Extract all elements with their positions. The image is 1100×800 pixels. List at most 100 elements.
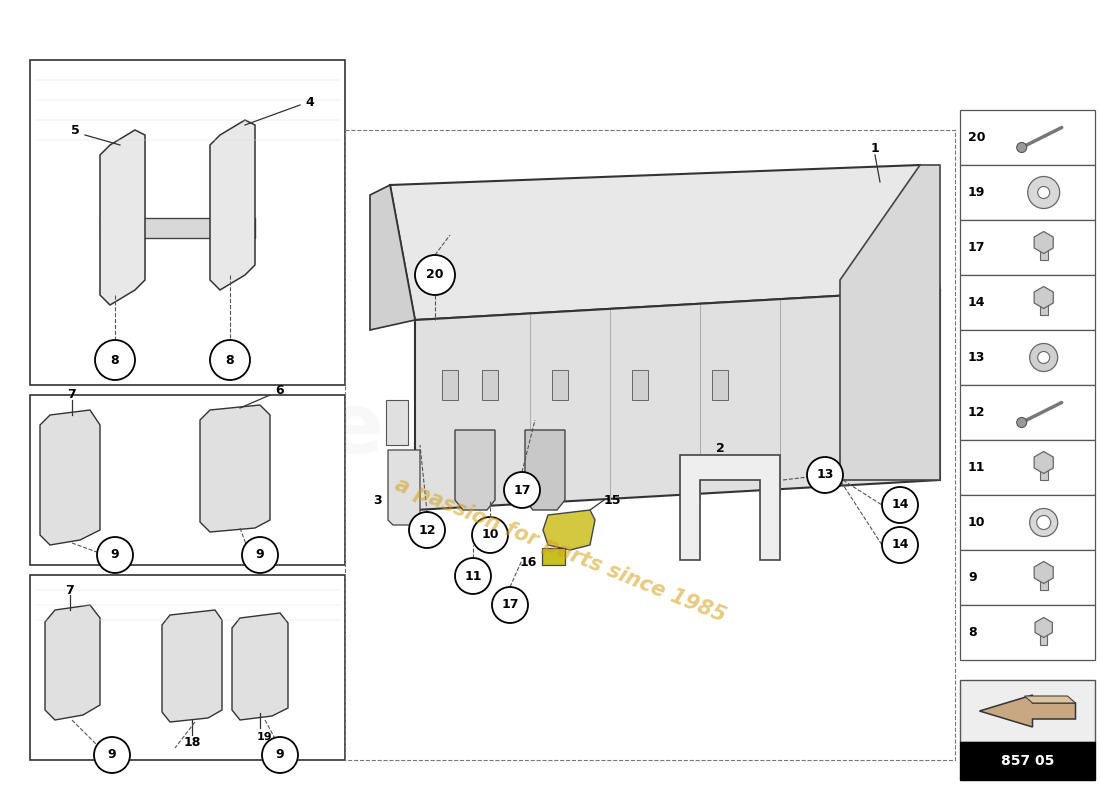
- Polygon shape: [200, 405, 270, 532]
- Bar: [960, 495, 1094, 550]
- Circle shape: [882, 527, 918, 563]
- Text: 9: 9: [108, 749, 117, 762]
- Text: 9: 9: [255, 549, 264, 562]
- Polygon shape: [525, 430, 565, 510]
- Text: 12: 12: [968, 406, 986, 419]
- Circle shape: [210, 340, 250, 380]
- Polygon shape: [386, 400, 408, 445]
- Bar: [1040, 246, 1047, 260]
- Polygon shape: [388, 450, 420, 525]
- Text: 14: 14: [891, 538, 909, 551]
- Text: 17: 17: [514, 483, 530, 497]
- Circle shape: [807, 457, 843, 493]
- Circle shape: [415, 255, 455, 295]
- Polygon shape: [162, 610, 222, 722]
- Circle shape: [94, 737, 130, 773]
- Bar: [30, 575, 345, 760]
- Polygon shape: [45, 605, 100, 720]
- Bar: [1040, 466, 1047, 480]
- Text: 13: 13: [968, 351, 986, 364]
- Circle shape: [882, 487, 918, 523]
- Text: 13: 13: [816, 469, 834, 482]
- Text: 2: 2: [716, 442, 725, 454]
- Text: 20: 20: [968, 131, 986, 144]
- Text: 1: 1: [870, 142, 879, 154]
- Text: 9: 9: [111, 549, 119, 562]
- Polygon shape: [232, 613, 288, 720]
- Bar: [960, 330, 1094, 385]
- Polygon shape: [40, 410, 100, 545]
- Circle shape: [1030, 509, 1058, 537]
- Text: 8: 8: [968, 626, 977, 639]
- Text: 7: 7: [66, 583, 75, 597]
- Text: 14: 14: [968, 296, 986, 309]
- Text: 17: 17: [502, 598, 519, 611]
- Polygon shape: [542, 548, 565, 565]
- Text: 10: 10: [482, 529, 498, 542]
- Polygon shape: [1034, 451, 1053, 474]
- Polygon shape: [100, 130, 145, 305]
- Circle shape: [472, 517, 508, 553]
- Circle shape: [1037, 186, 1049, 198]
- Text: a passion for parts since 1985: a passion for parts since 1985: [392, 474, 728, 626]
- Polygon shape: [210, 120, 255, 290]
- Bar: [1040, 576, 1047, 590]
- Polygon shape: [840, 165, 940, 480]
- Text: 5: 5: [70, 123, 79, 137]
- Bar: [960, 165, 1094, 220]
- Text: 6: 6: [276, 383, 284, 397]
- Circle shape: [455, 558, 491, 594]
- Bar: [960, 110, 1094, 165]
- Polygon shape: [370, 185, 415, 330]
- Text: 19: 19: [257, 732, 273, 742]
- Circle shape: [1036, 515, 1050, 530]
- Bar: [960, 605, 1094, 660]
- Bar: [1040, 301, 1047, 314]
- Bar: [632, 370, 648, 400]
- Circle shape: [1027, 177, 1059, 209]
- Circle shape: [262, 737, 298, 773]
- Bar: [345, 130, 955, 760]
- Bar: [482, 370, 498, 400]
- Text: 9: 9: [968, 571, 977, 584]
- Text: 14: 14: [891, 498, 909, 511]
- Text: 8: 8: [111, 354, 119, 366]
- Text: 16: 16: [519, 555, 537, 569]
- Circle shape: [1016, 142, 1026, 153]
- Text: 857 05: 857 05: [1001, 754, 1054, 768]
- Circle shape: [95, 340, 135, 380]
- Text: 20: 20: [427, 269, 443, 282]
- Polygon shape: [1024, 696, 1076, 703]
- Circle shape: [242, 537, 278, 573]
- Text: 8: 8: [226, 354, 234, 366]
- Bar: [552, 370, 568, 400]
- Text: 7: 7: [67, 389, 76, 402]
- Bar: [712, 370, 728, 400]
- Text: 17: 17: [968, 241, 986, 254]
- Bar: [960, 742, 1094, 780]
- Polygon shape: [390, 165, 940, 320]
- Bar: [30, 395, 345, 565]
- Text: 11: 11: [464, 570, 482, 582]
- Polygon shape: [415, 290, 940, 510]
- Bar: [960, 385, 1094, 440]
- Polygon shape: [543, 510, 595, 550]
- Bar: [960, 680, 1094, 742]
- Bar: [960, 550, 1094, 605]
- Circle shape: [1037, 351, 1049, 363]
- Text: 19: 19: [968, 186, 986, 199]
- Text: 15: 15: [603, 494, 620, 506]
- Polygon shape: [1034, 231, 1053, 254]
- Polygon shape: [1034, 562, 1053, 583]
- Text: 4: 4: [306, 97, 315, 110]
- Bar: [960, 275, 1094, 330]
- Text: 3: 3: [374, 494, 383, 506]
- Circle shape: [409, 512, 446, 548]
- Bar: [30, 60, 345, 385]
- Polygon shape: [455, 430, 495, 510]
- Circle shape: [1030, 343, 1058, 371]
- Bar: [442, 370, 458, 400]
- Text: 11: 11: [968, 461, 986, 474]
- Bar: [960, 440, 1094, 495]
- Text: 12: 12: [418, 523, 436, 537]
